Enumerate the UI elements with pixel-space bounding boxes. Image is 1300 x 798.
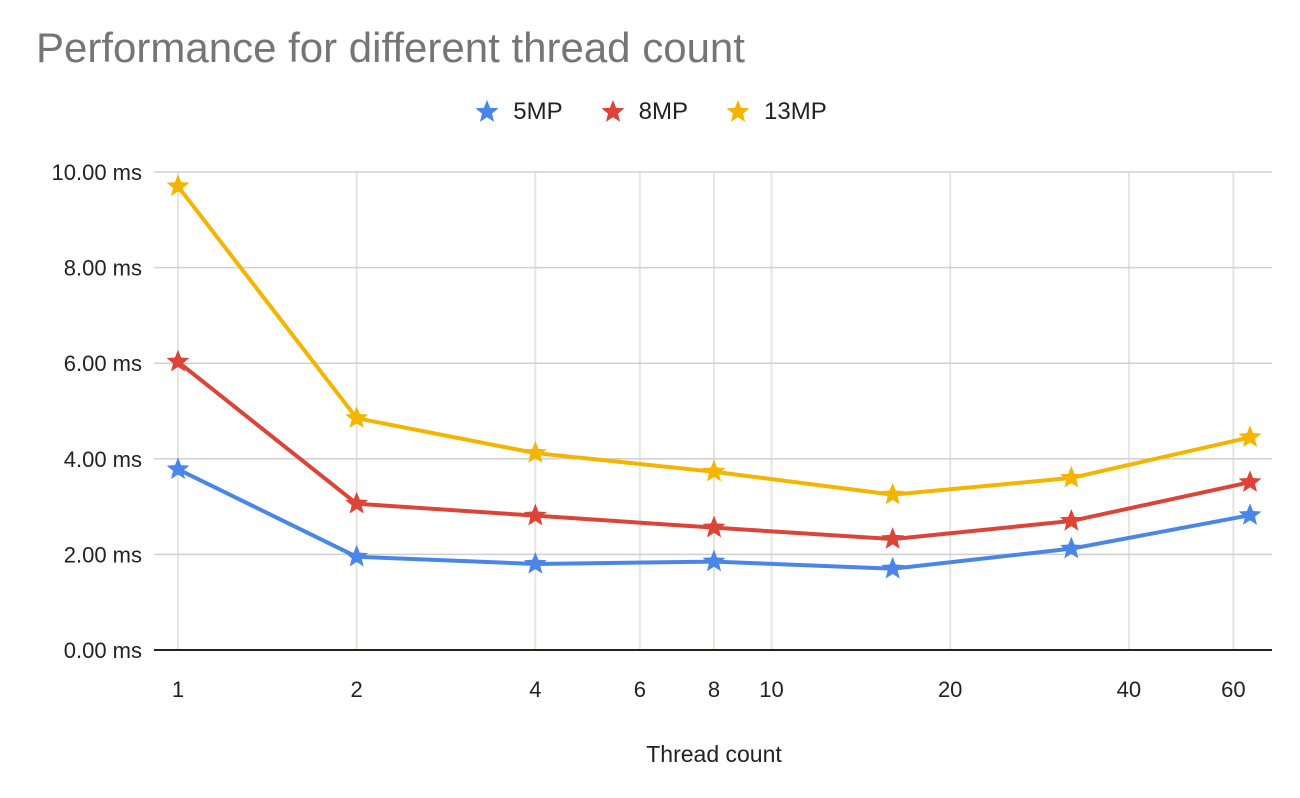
data-point-13mp[interactable]: [881, 482, 905, 505]
gridlines: [154, 171, 1272, 650]
x-tick-label: 6: [634, 677, 646, 702]
data-point-5mp[interactable]: [702, 549, 726, 572]
data-point-8mp[interactable]: [523, 503, 547, 526]
x-tick-label: 2: [351, 677, 363, 702]
data-point-13mp[interactable]: [702, 459, 726, 482]
x-tick-label: 60: [1221, 677, 1245, 702]
x-tick-label: 10: [759, 677, 783, 702]
data-point-13mp[interactable]: [166, 174, 190, 197]
legend-star-icon-5mp: [475, 99, 499, 122]
legend-item-5mp[interactable]: 5MP: [473, 98, 563, 126]
axes: 0.00 ms 2.00 ms 4.00 ms 6.00 ms 8.00 ms 10.00…: [52, 160, 1272, 702]
x-tick-label: 40: [1117, 677, 1141, 702]
data-point-8mp[interactable]: [166, 349, 190, 372]
data-point-5mp[interactable]: [166, 457, 190, 480]
chart-legend: 5MP 8MP 13MP: [0, 98, 1300, 126]
legend-item-13mp[interactable]: 13MP: [724, 98, 827, 126]
x-tick-label: 1: [172, 677, 184, 702]
legend-label-5mp: 5MP: [513, 98, 563, 125]
x-tick-label: 20: [938, 677, 962, 702]
y-tick-label: 10.00 ms: [52, 160, 143, 185]
y-tick-label: 8.00 ms: [64, 256, 142, 281]
data-point-5mp[interactable]: [1059, 536, 1083, 559]
legend-label-13mp: 13MP: [764, 98, 827, 125]
legend-star-icon-8mp: [601, 99, 625, 122]
x-tick-label: 8: [708, 677, 720, 702]
y-tick-label: 0.00 ms: [64, 638, 142, 663]
data-point-8mp[interactable]: [702, 515, 726, 538]
data-point-8mp[interactable]: [345, 491, 369, 514]
data-point-5mp[interactable]: [1238, 503, 1262, 525]
legend-label-8mp: 8MP: [638, 98, 688, 125]
y-tick-label: 2.00 ms: [64, 542, 142, 567]
y-tick-label: 6.00 ms: [64, 351, 142, 376]
data-markers: [166, 174, 1262, 579]
data-point-13mp[interactable]: [523, 441, 547, 463]
y-tick-label: 4.00 ms: [64, 447, 142, 472]
data-point-13mp[interactable]: [345, 406, 369, 428]
data-point-5mp[interactable]: [881, 556, 905, 579]
data-point-8mp[interactable]: [1059, 508, 1083, 531]
chart-title: Performance for different thread count: [36, 24, 745, 71]
legend-item-8mp[interactable]: 8MP: [599, 98, 688, 126]
data-point-13mp[interactable]: [1059, 465, 1083, 488]
x-axis-title: Thread count: [646, 741, 782, 767]
legend-star-icon-13mp: [726, 99, 750, 122]
data-point-5mp[interactable]: [523, 551, 547, 574]
data-point-8mp[interactable]: [881, 527, 905, 549]
data-point-13mp[interactable]: [1238, 425, 1262, 447]
x-tick-label: 4: [529, 677, 541, 702]
data-point-5mp[interactable]: [345, 544, 369, 567]
data-point-8mp[interactable]: [1238, 470, 1262, 492]
